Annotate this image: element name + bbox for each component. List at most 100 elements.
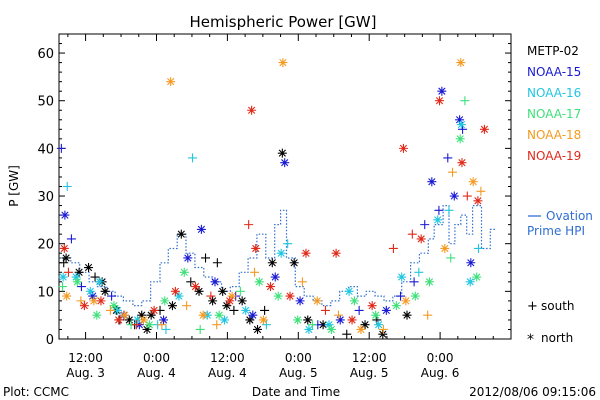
- data-point-south: [76, 296, 86, 306]
- data-point-north: [258, 315, 268, 325]
- data-point-north: [72, 277, 82, 287]
- data-point-north: [318, 320, 328, 330]
- data-point-north: [280, 158, 290, 168]
- ovation-hpi-line: [59, 205, 495, 307]
- data-point-north: [440, 243, 450, 253]
- data-point-north: [344, 286, 354, 296]
- data-point-north: [88, 291, 98, 301]
- data-point-north: [237, 296, 247, 306]
- x-tick-label-time: 12:00: [352, 351, 387, 365]
- data-point-north: [331, 248, 341, 258]
- plot-frame: [58, 33, 512, 340]
- data-point-south: [283, 239, 293, 249]
- legend: METP-02 NOAA-15 NOAA-16 NOAA-17 NOAA-18 NOAA-…: [527, 44, 581, 163]
- data-point-north: [247, 105, 257, 115]
- data-point-north: [455, 115, 465, 125]
- data-point-south: [63, 267, 73, 277]
- data-point-south: [58, 282, 68, 292]
- data-point-south: [443, 153, 453, 163]
- data-point-north: [449, 191, 459, 201]
- data-point-north: [198, 310, 208, 320]
- data-point-north: [124, 315, 134, 325]
- data-point-south: [261, 320, 271, 330]
- series-noaa-18: [62, 58, 486, 334]
- data-point-north: [472, 272, 482, 282]
- data-point-north: [312, 296, 322, 306]
- data-point-north: [293, 315, 303, 325]
- data-point-north: [301, 248, 311, 258]
- data-point-north: [183, 253, 193, 263]
- data-point-south: [235, 286, 245, 296]
- data-point-north: [62, 291, 72, 301]
- ovation-legend: Ovation Prime HPI: [527, 209, 593, 238]
- data-point-north: [196, 224, 206, 234]
- x-tick-label-date: Aug. 5: [279, 366, 318, 380]
- data-point-north: [335, 315, 345, 325]
- y-tick-label: 60: [37, 47, 54, 62]
- x-tick-label-time: 12:00: [210, 351, 245, 365]
- series-noaa-19: [59, 96, 489, 330]
- data-point-south: [250, 267, 260, 277]
- data-point-north: [61, 253, 71, 263]
- data-point-south: [396, 291, 406, 301]
- x-tick-label-date: Aug. 4: [208, 366, 247, 380]
- data-point-north: [285, 291, 295, 301]
- data-point-north: [466, 258, 476, 268]
- data-point-south: [448, 167, 458, 177]
- data-point-north: [416, 234, 426, 244]
- data-point-north: [455, 134, 465, 144]
- data-point-north: [381, 305, 391, 315]
- x-tick-label-date: Aug. 6: [421, 366, 460, 380]
- data-point-north: [398, 143, 408, 153]
- data-point-north: [473, 196, 483, 206]
- data-point-south: [244, 220, 254, 230]
- data-point-north: [74, 267, 84, 277]
- data-point-north: [120, 310, 130, 320]
- x-tick-label-date: Aug. 5: [350, 366, 389, 380]
- data-point-south: [188, 153, 198, 163]
- data-point-north: [241, 305, 251, 315]
- data-point-south: [212, 258, 222, 268]
- data-points: [56, 58, 489, 339]
- data-point-north: [367, 301, 377, 311]
- legend-entry-noaa-17: NOAA-17: [527, 107, 581, 121]
- data-point-south: [434, 205, 444, 215]
- data-point-north: [295, 296, 305, 306]
- data-point-north: [96, 296, 106, 306]
- data-point-north: [214, 310, 224, 320]
- data-point-north: [133, 315, 143, 325]
- south-marker-label: south: [541, 299, 575, 313]
- data-point-north: [253, 324, 263, 334]
- data-point-north: [304, 324, 314, 334]
- data-point-north: [479, 124, 489, 134]
- data-point-north: [303, 315, 313, 325]
- data-point-south: [462, 191, 472, 201]
- data-point-south: [212, 320, 222, 330]
- data-point-south: [354, 305, 364, 315]
- x-tick-label-time: 0:00: [427, 351, 454, 365]
- ovation-hpi-step-line: [59, 205, 495, 307]
- data-point-north: [245, 315, 255, 325]
- data-point-north: [210, 277, 220, 287]
- y-tick-label: 20: [37, 238, 54, 253]
- south-marker-symbol: +: [527, 299, 538, 314]
- data-point-north: [138, 315, 148, 325]
- data-point-north: [95, 277, 105, 287]
- data-point-north: [174, 291, 184, 301]
- data-point-south: [407, 229, 417, 239]
- legend-entry-noaa-15: NOAA-15: [527, 65, 581, 79]
- data-point-south: [206, 291, 216, 301]
- data-point-north: [356, 324, 366, 334]
- data-point-south: [320, 305, 330, 315]
- plot-credit: Plot: CCMC: [3, 385, 69, 399]
- north-marker-label: north: [541, 331, 573, 345]
- data-point-south: [423, 310, 433, 320]
- data-point-north: [437, 86, 447, 96]
- data-point-south: [161, 324, 171, 334]
- data-point-north: [144, 320, 154, 330]
- data-point-south: [90, 272, 100, 282]
- data-point-north: [433, 215, 443, 225]
- y-tick-label: 10: [37, 285, 54, 300]
